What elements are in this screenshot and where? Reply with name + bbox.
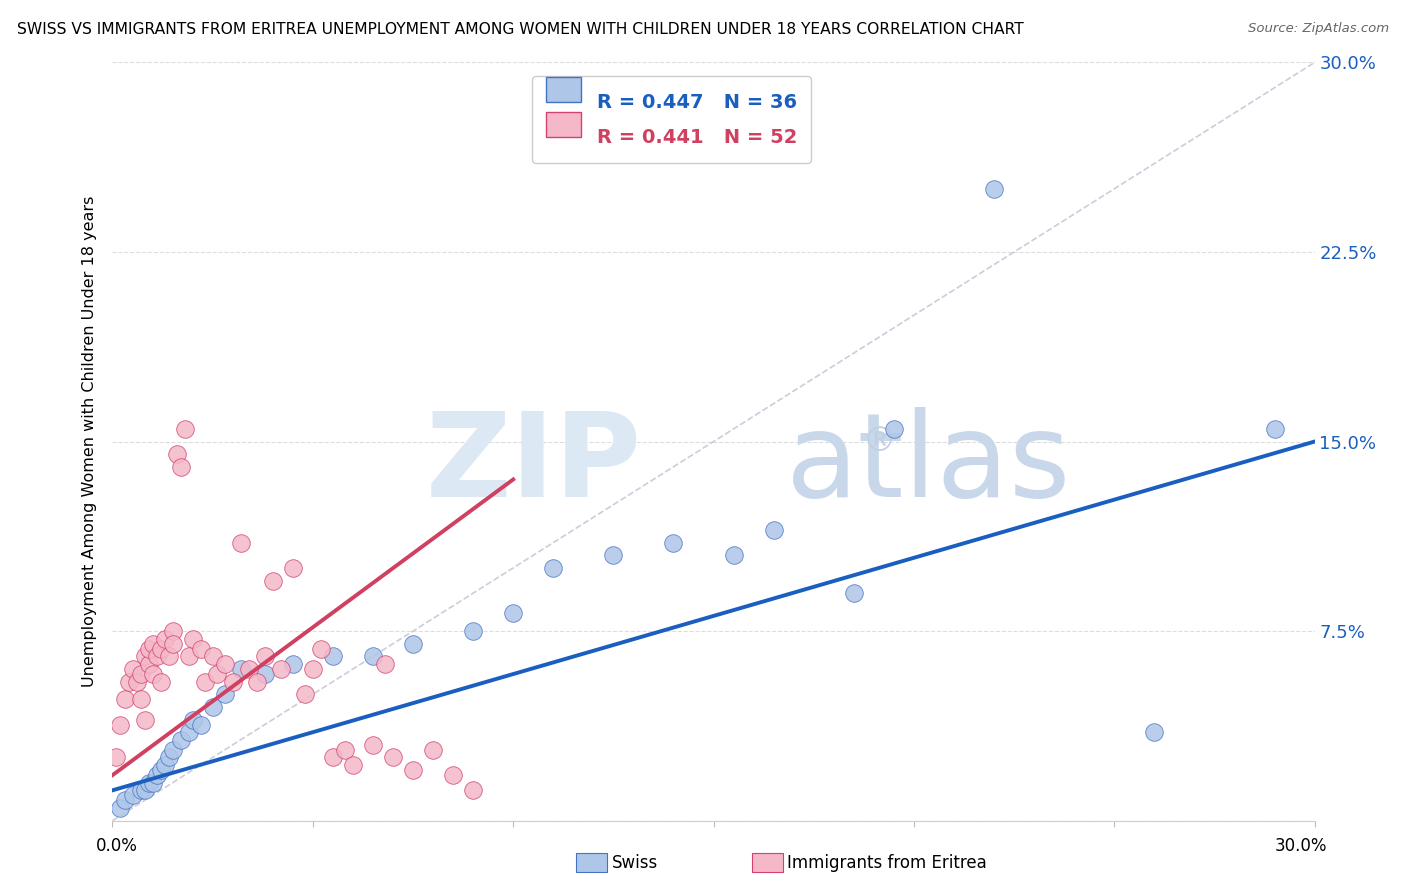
Point <box>502 607 524 621</box>
Point <box>181 632 204 646</box>
Point <box>153 632 176 646</box>
Text: Immigrants from Eritrea: Immigrants from Eritrea <box>787 854 987 871</box>
Point <box>270 662 292 676</box>
Text: atlas: atlas <box>786 407 1071 522</box>
Point <box>157 649 180 664</box>
Point <box>110 801 132 815</box>
Point <box>190 717 212 731</box>
Legend: R = 0.447   N = 36, R = 0.441   N = 52: R = 0.447 N = 36, R = 0.441 N = 52 <box>533 76 810 163</box>
Point <box>983 182 1005 196</box>
Point <box>762 523 785 537</box>
Point <box>125 674 148 689</box>
Point <box>162 624 184 639</box>
Point <box>121 662 143 676</box>
Point <box>402 763 425 777</box>
Point <box>253 667 276 681</box>
Point <box>214 687 236 701</box>
Point <box>294 687 316 701</box>
Point <box>138 657 160 671</box>
Point <box>201 699 224 714</box>
Point <box>842 586 865 600</box>
Point <box>402 637 425 651</box>
Point <box>129 692 152 706</box>
Point <box>361 738 384 752</box>
Point <box>1143 725 1166 739</box>
Point <box>1264 422 1286 436</box>
Text: 0.0%: 0.0% <box>96 837 138 855</box>
Point <box>322 649 344 664</box>
Point <box>382 750 405 764</box>
Point <box>129 783 152 797</box>
Point <box>166 447 188 461</box>
Point <box>149 763 172 777</box>
Point <box>229 662 252 676</box>
Point <box>162 743 184 757</box>
Text: Swiss: Swiss <box>612 854 658 871</box>
Point <box>229 535 252 549</box>
Point <box>302 662 325 676</box>
Text: SWISS VS IMMIGRANTS FROM ERITREA UNEMPLOYMENT AMONG WOMEN WITH CHILDREN UNDER 18: SWISS VS IMMIGRANTS FROM ERITREA UNEMPLO… <box>17 22 1024 37</box>
Point <box>153 758 176 772</box>
Point <box>134 713 156 727</box>
Y-axis label: Unemployment Among Women with Children Under 18 years: Unemployment Among Women with Children U… <box>82 196 97 687</box>
Point <box>190 641 212 656</box>
Point <box>145 649 167 664</box>
Point <box>543 561 565 575</box>
Point <box>374 657 396 671</box>
Point <box>194 674 217 689</box>
Point <box>145 768 167 782</box>
Point <box>461 783 484 797</box>
Point <box>205 667 228 681</box>
Point <box>141 637 165 651</box>
Point <box>309 641 332 656</box>
Point <box>322 750 344 764</box>
Point <box>157 750 180 764</box>
Point <box>134 783 156 797</box>
Point <box>662 535 685 549</box>
Point <box>883 422 905 436</box>
Point <box>253 649 276 664</box>
Point <box>333 743 356 757</box>
Point <box>201 649 224 664</box>
Point <box>262 574 284 588</box>
Point <box>602 548 624 563</box>
Point <box>214 657 236 671</box>
Point <box>105 750 128 764</box>
Point <box>121 789 143 803</box>
Point <box>422 743 444 757</box>
Point <box>149 641 172 656</box>
Point <box>177 649 200 664</box>
Point <box>134 649 156 664</box>
Point <box>281 561 304 575</box>
Point <box>114 793 136 807</box>
Point <box>181 713 204 727</box>
Point <box>169 732 191 747</box>
Point <box>169 459 191 474</box>
Point <box>162 637 184 651</box>
Point <box>110 717 132 731</box>
Text: ®: ® <box>863 425 896 458</box>
Point <box>149 674 172 689</box>
Point <box>117 674 139 689</box>
Point <box>129 667 152 681</box>
Point <box>138 776 160 790</box>
Point <box>342 758 364 772</box>
Point <box>723 548 745 563</box>
Point <box>246 674 269 689</box>
Point <box>177 725 200 739</box>
Point <box>141 667 165 681</box>
Point <box>461 624 484 639</box>
Point <box>138 641 160 656</box>
Point <box>173 422 195 436</box>
Point <box>141 776 165 790</box>
Text: 30.0%: 30.0% <box>1275 837 1327 855</box>
Point <box>281 657 304 671</box>
Point <box>441 768 464 782</box>
Point <box>238 662 260 676</box>
Point <box>114 692 136 706</box>
Point <box>361 649 384 664</box>
Point <box>222 674 245 689</box>
Text: ZIP: ZIP <box>426 407 641 522</box>
Text: Source: ZipAtlas.com: Source: ZipAtlas.com <box>1249 22 1389 36</box>
